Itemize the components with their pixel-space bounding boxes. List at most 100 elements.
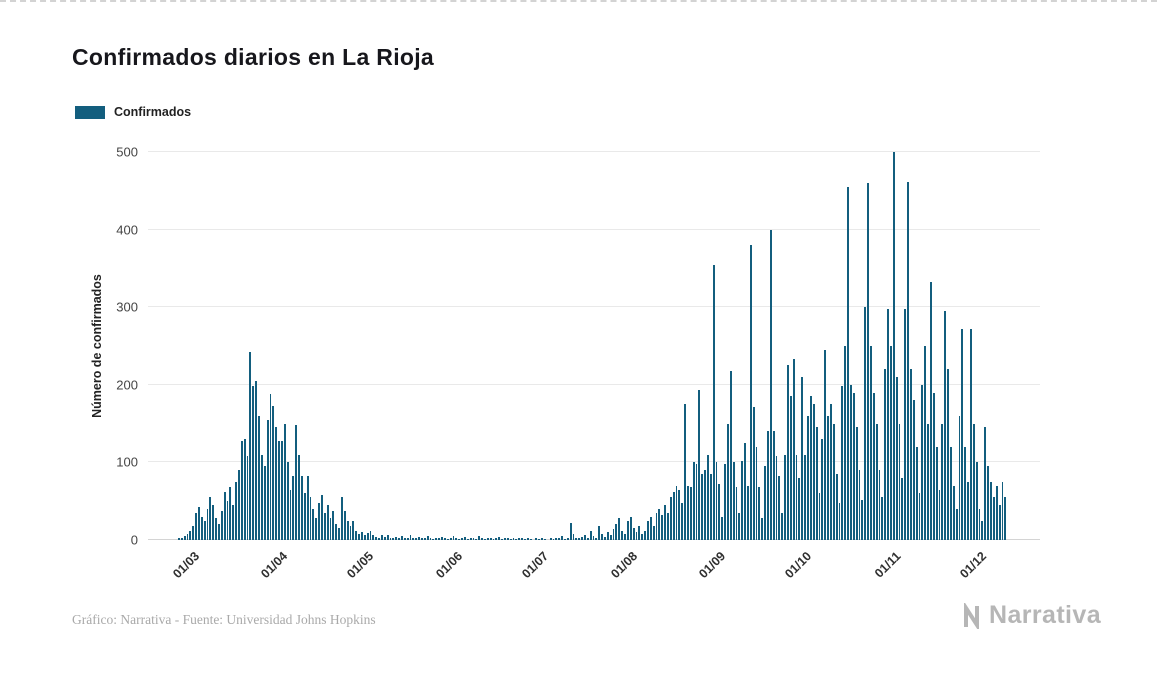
bar	[606, 532, 609, 540]
bar	[715, 462, 718, 540]
bar	[964, 446, 967, 540]
bar	[218, 524, 220, 540]
bar	[735, 487, 738, 540]
bar	[541, 537, 543, 540]
bar	[223, 491, 226, 540]
bar	[498, 536, 501, 540]
bar	[918, 493, 921, 540]
bar	[415, 538, 418, 540]
bar	[827, 415, 829, 540]
bar	[306, 475, 309, 540]
bar	[326, 505, 329, 540]
bar	[449, 537, 452, 540]
bar	[486, 537, 489, 540]
bar	[401, 536, 403, 540]
bar	[798, 477, 801, 540]
bar	[895, 377, 898, 540]
bar	[435, 538, 438, 540]
bar	[315, 518, 318, 540]
bar	[955, 508, 958, 540]
bar	[721, 516, 724, 540]
bar	[875, 423, 878, 540]
bar	[681, 502, 684, 540]
bar	[555, 537, 558, 540]
bar	[849, 384, 852, 540]
x-tick-label: 01/06	[433, 549, 466, 582]
bar	[921, 384, 924, 540]
bar	[821, 439, 824, 540]
bar	[729, 370, 732, 540]
bar	[483, 539, 486, 540]
bar	[220, 510, 223, 540]
bar	[252, 386, 255, 540]
bar	[589, 530, 592, 540]
bar	[935, 446, 938, 540]
bar	[621, 530, 624, 540]
gridline	[148, 151, 1040, 152]
bar	[421, 538, 423, 540]
bar	[363, 534, 366, 540]
bar	[501, 539, 503, 540]
bar	[618, 518, 621, 540]
source-credit: Gráfico: Narrativa - Fuente: Universidad…	[72, 612, 376, 627]
bar	[318, 502, 320, 540]
bar	[841, 386, 844, 540]
bar	[869, 346, 872, 540]
bar	[778, 476, 781, 540]
bar	[887, 308, 889, 540]
bar	[386, 534, 389, 540]
bar	[835, 474, 838, 540]
bar	[209, 497, 212, 540]
bar	[741, 460, 744, 540]
bar	[815, 427, 818, 540]
bar	[658, 508, 661, 540]
bar	[412, 537, 415, 540]
bar	[561, 536, 564, 540]
y-tick-label: 500	[116, 144, 138, 160]
bar	[575, 537, 578, 540]
bar	[355, 530, 358, 540]
bar	[409, 535, 412, 540]
bar	[426, 536, 429, 540]
bar	[472, 537, 475, 540]
bar	[792, 359, 795, 540]
bar	[395, 536, 398, 540]
bar	[526, 538, 529, 540]
bar	[975, 462, 978, 540]
bar	[266, 419, 269, 540]
bar	[787, 365, 789, 540]
bar	[544, 539, 546, 540]
bar	[298, 454, 300, 540]
bar	[724, 463, 726, 540]
bar	[749, 245, 752, 540]
bar	[595, 538, 598, 540]
y-tick-label: 0	[130, 532, 138, 548]
x-tick-label: 01/04	[258, 549, 291, 582]
bar	[915, 446, 918, 540]
bar	[309, 497, 312, 540]
bar	[852, 392, 855, 540]
bar	[649, 516, 652, 540]
gridline	[148, 461, 1040, 463]
bar	[970, 328, 972, 540]
bar	[332, 510, 335, 540]
bar	[495, 538, 498, 540]
bar	[323, 512, 326, 540]
bar	[932, 392, 935, 540]
bar	[403, 537, 406, 540]
bar	[930, 282, 932, 540]
bar	[912, 400, 915, 540]
bar	[463, 536, 466, 540]
bar	[609, 535, 612, 540]
bar	[466, 539, 469, 540]
bar	[443, 538, 446, 540]
bar	[572, 533, 575, 540]
bar	[192, 526, 195, 540]
bar	[907, 181, 909, 540]
bar	[872, 392, 875, 540]
bar	[569, 522, 572, 540]
bar	[558, 538, 561, 540]
bar	[312, 508, 315, 540]
bar	[695, 463, 698, 540]
bar	[392, 538, 395, 540]
